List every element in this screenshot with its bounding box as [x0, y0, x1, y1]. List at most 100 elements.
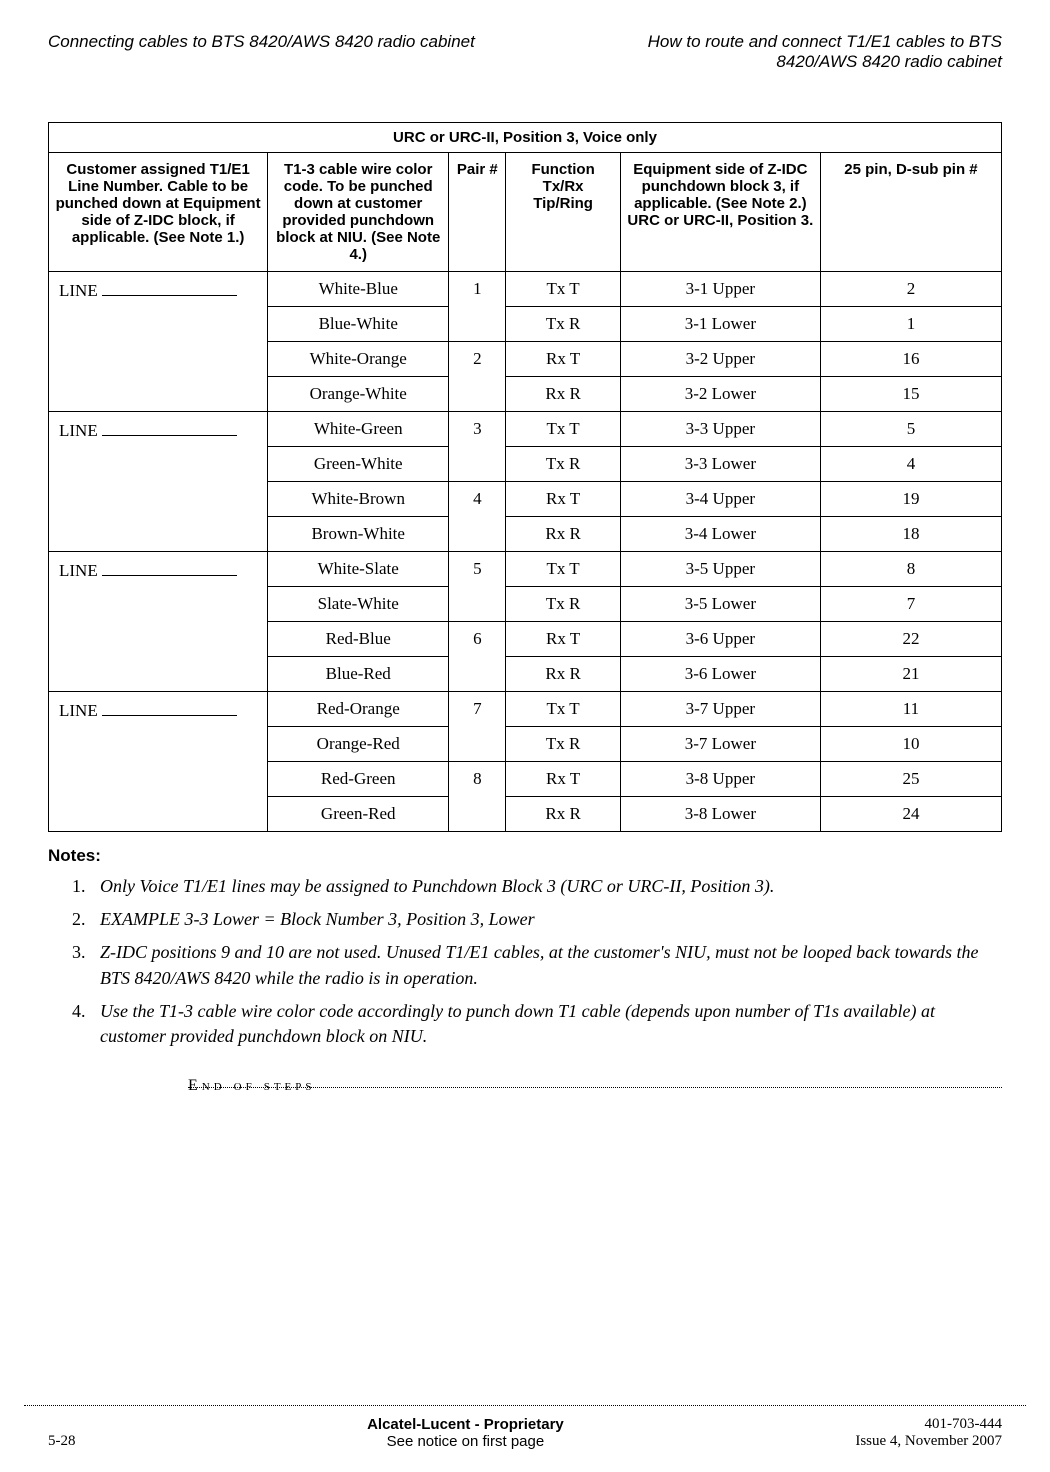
line-blank-field[interactable]: [102, 420, 237, 436]
wire-color: Green-Red: [268, 797, 449, 832]
pair-number: 1: [449, 272, 506, 342]
note-item: Z-IDC positions 9 and 10 are not used. U…: [90, 940, 1002, 990]
line-blank-field[interactable]: [102, 700, 237, 716]
pair-number: 3: [449, 412, 506, 482]
dsub-pin: 10: [820, 727, 1001, 762]
equipment-side: 3-1 Lower: [620, 307, 820, 342]
end-of-steps: End of steps: [188, 1077, 1002, 1095]
function: Rx R: [506, 377, 620, 412]
table-row: LINEWhite-Slate5Tx T3-5 Upper8: [49, 552, 1002, 587]
function: Rx T: [506, 482, 620, 517]
table-title: URC or URC-II, Position 3, Voice only: [49, 123, 1002, 153]
footer-issue: Issue 4, November 2007: [855, 1433, 1002, 1450]
col-header-func: Function Tx/Rx Tip/Ring: [506, 153, 620, 272]
function: Tx R: [506, 587, 620, 622]
line-cell: LINE: [49, 272, 268, 412]
equipment-side: 3-8 Lower: [620, 797, 820, 832]
wire-color: White-Green: [268, 412, 449, 447]
col-header-pin: 25 pin, D-sub pin #: [820, 153, 1001, 272]
pair-number: 5: [449, 552, 506, 622]
table-row: LINEWhite-Blue1Tx T3-1 Upper2: [49, 272, 1002, 307]
dsub-pin: 8: [820, 552, 1001, 587]
wire-color: Red-Orange: [268, 692, 449, 727]
footer-notice: See notice on first page: [367, 1433, 564, 1450]
equipment-side: 3-6 Lower: [620, 657, 820, 692]
pair-number: 4: [449, 482, 506, 552]
col-header-pair: Pair #: [449, 153, 506, 272]
function: Tx T: [506, 692, 620, 727]
table-row: LINERed-Orange7Tx T3-7 Upper11: [49, 692, 1002, 727]
footer-proprietary: Alcatel-Lucent - Proprietary: [367, 1416, 564, 1433]
dsub-pin: 18: [820, 517, 1001, 552]
wire-color: Brown-White: [268, 517, 449, 552]
wire-color: Orange-Red: [268, 727, 449, 762]
footer-doc-number: 401-703-444: [855, 1416, 1002, 1433]
line-cell: LINE: [49, 692, 268, 832]
function: Tx T: [506, 552, 620, 587]
header-right-line1: How to route and connect T1/E1 cables to…: [648, 32, 1002, 52]
line-blank-field[interactable]: [102, 280, 237, 296]
wire-color: White-Brown: [268, 482, 449, 517]
function: Tx R: [506, 447, 620, 482]
equipment-side: 3-5 Lower: [620, 587, 820, 622]
footer-center: Alcatel-Lucent - Proprietary See notice …: [367, 1416, 564, 1450]
line-label: LINE: [59, 561, 98, 581]
dsub-pin: 24: [820, 797, 1001, 832]
footer-page-number: 5-28: [48, 1433, 76, 1450]
note-item: EXAMPLE 3-3 Lower = Block Number 3, Posi…: [90, 907, 1002, 932]
function: Rx R: [506, 657, 620, 692]
pinout-table: URC or URC-II, Position 3, Voice only Cu…: [48, 122, 1002, 832]
dsub-pin: 4: [820, 447, 1001, 482]
wire-color: Orange-White: [268, 377, 449, 412]
header-left: Connecting cables to BTS 8420/AWS 8420 r…: [48, 32, 475, 72]
dsub-pin: 2: [820, 272, 1001, 307]
footer-separator: [24, 1405, 1026, 1406]
dsub-pin: 15: [820, 377, 1001, 412]
function: Rx T: [506, 622, 620, 657]
dsub-pin: 11: [820, 692, 1001, 727]
pair-number: 8: [449, 762, 506, 832]
page-header: Connecting cables to BTS 8420/AWS 8420 r…: [48, 32, 1002, 72]
function: Rx T: [506, 762, 620, 797]
pair-number: 6: [449, 622, 506, 692]
note-item: Use the T1-3 cable wire color code accor…: [90, 999, 1002, 1049]
equipment-side: 3-8 Upper: [620, 762, 820, 797]
col-header-color: T1-3 cable wire color code. To be punche…: [268, 153, 449, 272]
pair-number: 7: [449, 692, 506, 762]
equipment-side: 3-4 Lower: [620, 517, 820, 552]
wire-color: Red-Blue: [268, 622, 449, 657]
function: Rx R: [506, 797, 620, 832]
equipment-side: 3-2 Upper: [620, 342, 820, 377]
equipment-side: 3-6 Upper: [620, 622, 820, 657]
equipment-side: 3-7 Lower: [620, 727, 820, 762]
function: Tx T: [506, 412, 620, 447]
dsub-pin: 5: [820, 412, 1001, 447]
pair-number: 2: [449, 342, 506, 412]
header-right: How to route and connect T1/E1 cables to…: [648, 32, 1002, 72]
dsub-pin: 21: [820, 657, 1001, 692]
note-item: Only Voice T1/E1 lines may be assigned t…: [90, 874, 1002, 899]
dsub-pin: 7: [820, 587, 1001, 622]
dsub-pin: 19: [820, 482, 1001, 517]
equipment-side: 3-7 Upper: [620, 692, 820, 727]
dsub-pin: 22: [820, 622, 1001, 657]
function: Rx R: [506, 517, 620, 552]
function: Tx R: [506, 307, 620, 342]
function: Tx R: [506, 727, 620, 762]
function: Tx T: [506, 272, 620, 307]
equipment-side: 3-4 Upper: [620, 482, 820, 517]
line-cell: LINE: [49, 412, 268, 552]
line-blank-field[interactable]: [102, 560, 237, 576]
equipment-side: 3-1 Upper: [620, 272, 820, 307]
wire-color: White-Blue: [268, 272, 449, 307]
wire-color: Green-White: [268, 447, 449, 482]
equipment-side: 3-3 Lower: [620, 447, 820, 482]
wire-color: White-Orange: [268, 342, 449, 377]
line-label: LINE: [59, 281, 98, 301]
equipment-side: 3-2 Lower: [620, 377, 820, 412]
wire-color: Red-Green: [268, 762, 449, 797]
wire-color: Slate-White: [268, 587, 449, 622]
equipment-side: 3-5 Upper: [620, 552, 820, 587]
wire-color: Blue-White: [268, 307, 449, 342]
line-cell: LINE: [49, 552, 268, 692]
